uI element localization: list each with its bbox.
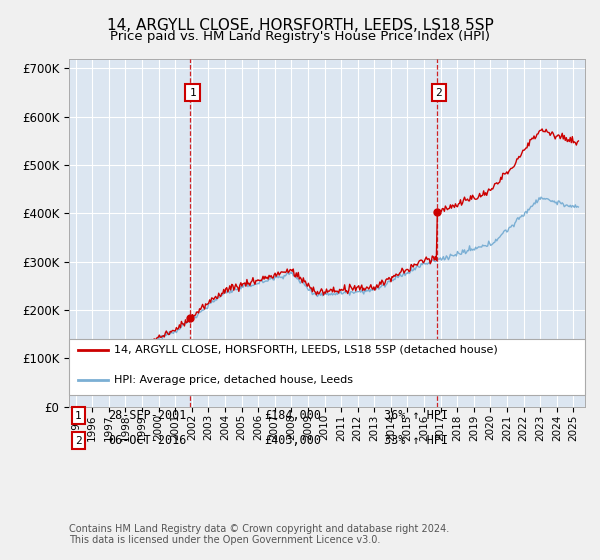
- Text: 36% ↑ HPI: 36% ↑ HPI: [384, 409, 448, 422]
- Text: 06-OCT-2016: 06-OCT-2016: [108, 434, 187, 447]
- Text: Contains HM Land Registry data © Crown copyright and database right 2024.
This d: Contains HM Land Registry data © Crown c…: [69, 524, 449, 545]
- Point: [432, 207, 442, 216]
- Text: 14, ARGYLL CLOSE, HORSFORTH, LEEDS, LS18 5SP: 14, ARGYLL CLOSE, HORSFORTH, LEEDS, LS18…: [107, 18, 493, 34]
- Text: 28-SEP-2001: 28-SEP-2001: [108, 409, 187, 422]
- Text: 2: 2: [436, 87, 442, 97]
- Text: 1: 1: [189, 87, 196, 97]
- Point: [185, 313, 195, 322]
- Text: 1: 1: [75, 410, 82, 421]
- Text: £184,000: £184,000: [264, 409, 321, 422]
- Text: HPI: Average price, detached house, Leeds: HPI: Average price, detached house, Leed…: [114, 375, 353, 385]
- Text: £403,000: £403,000: [264, 434, 321, 447]
- Text: 14, ARGYLL CLOSE, HORSFORTH, LEEDS, LS18 5SP (detached house): 14, ARGYLL CLOSE, HORSFORTH, LEEDS, LS18…: [114, 345, 498, 355]
- Text: 33% ↑ HPI: 33% ↑ HPI: [384, 434, 448, 447]
- Text: 2: 2: [75, 436, 82, 446]
- Text: Price paid vs. HM Land Registry's House Price Index (HPI): Price paid vs. HM Land Registry's House …: [110, 30, 490, 43]
